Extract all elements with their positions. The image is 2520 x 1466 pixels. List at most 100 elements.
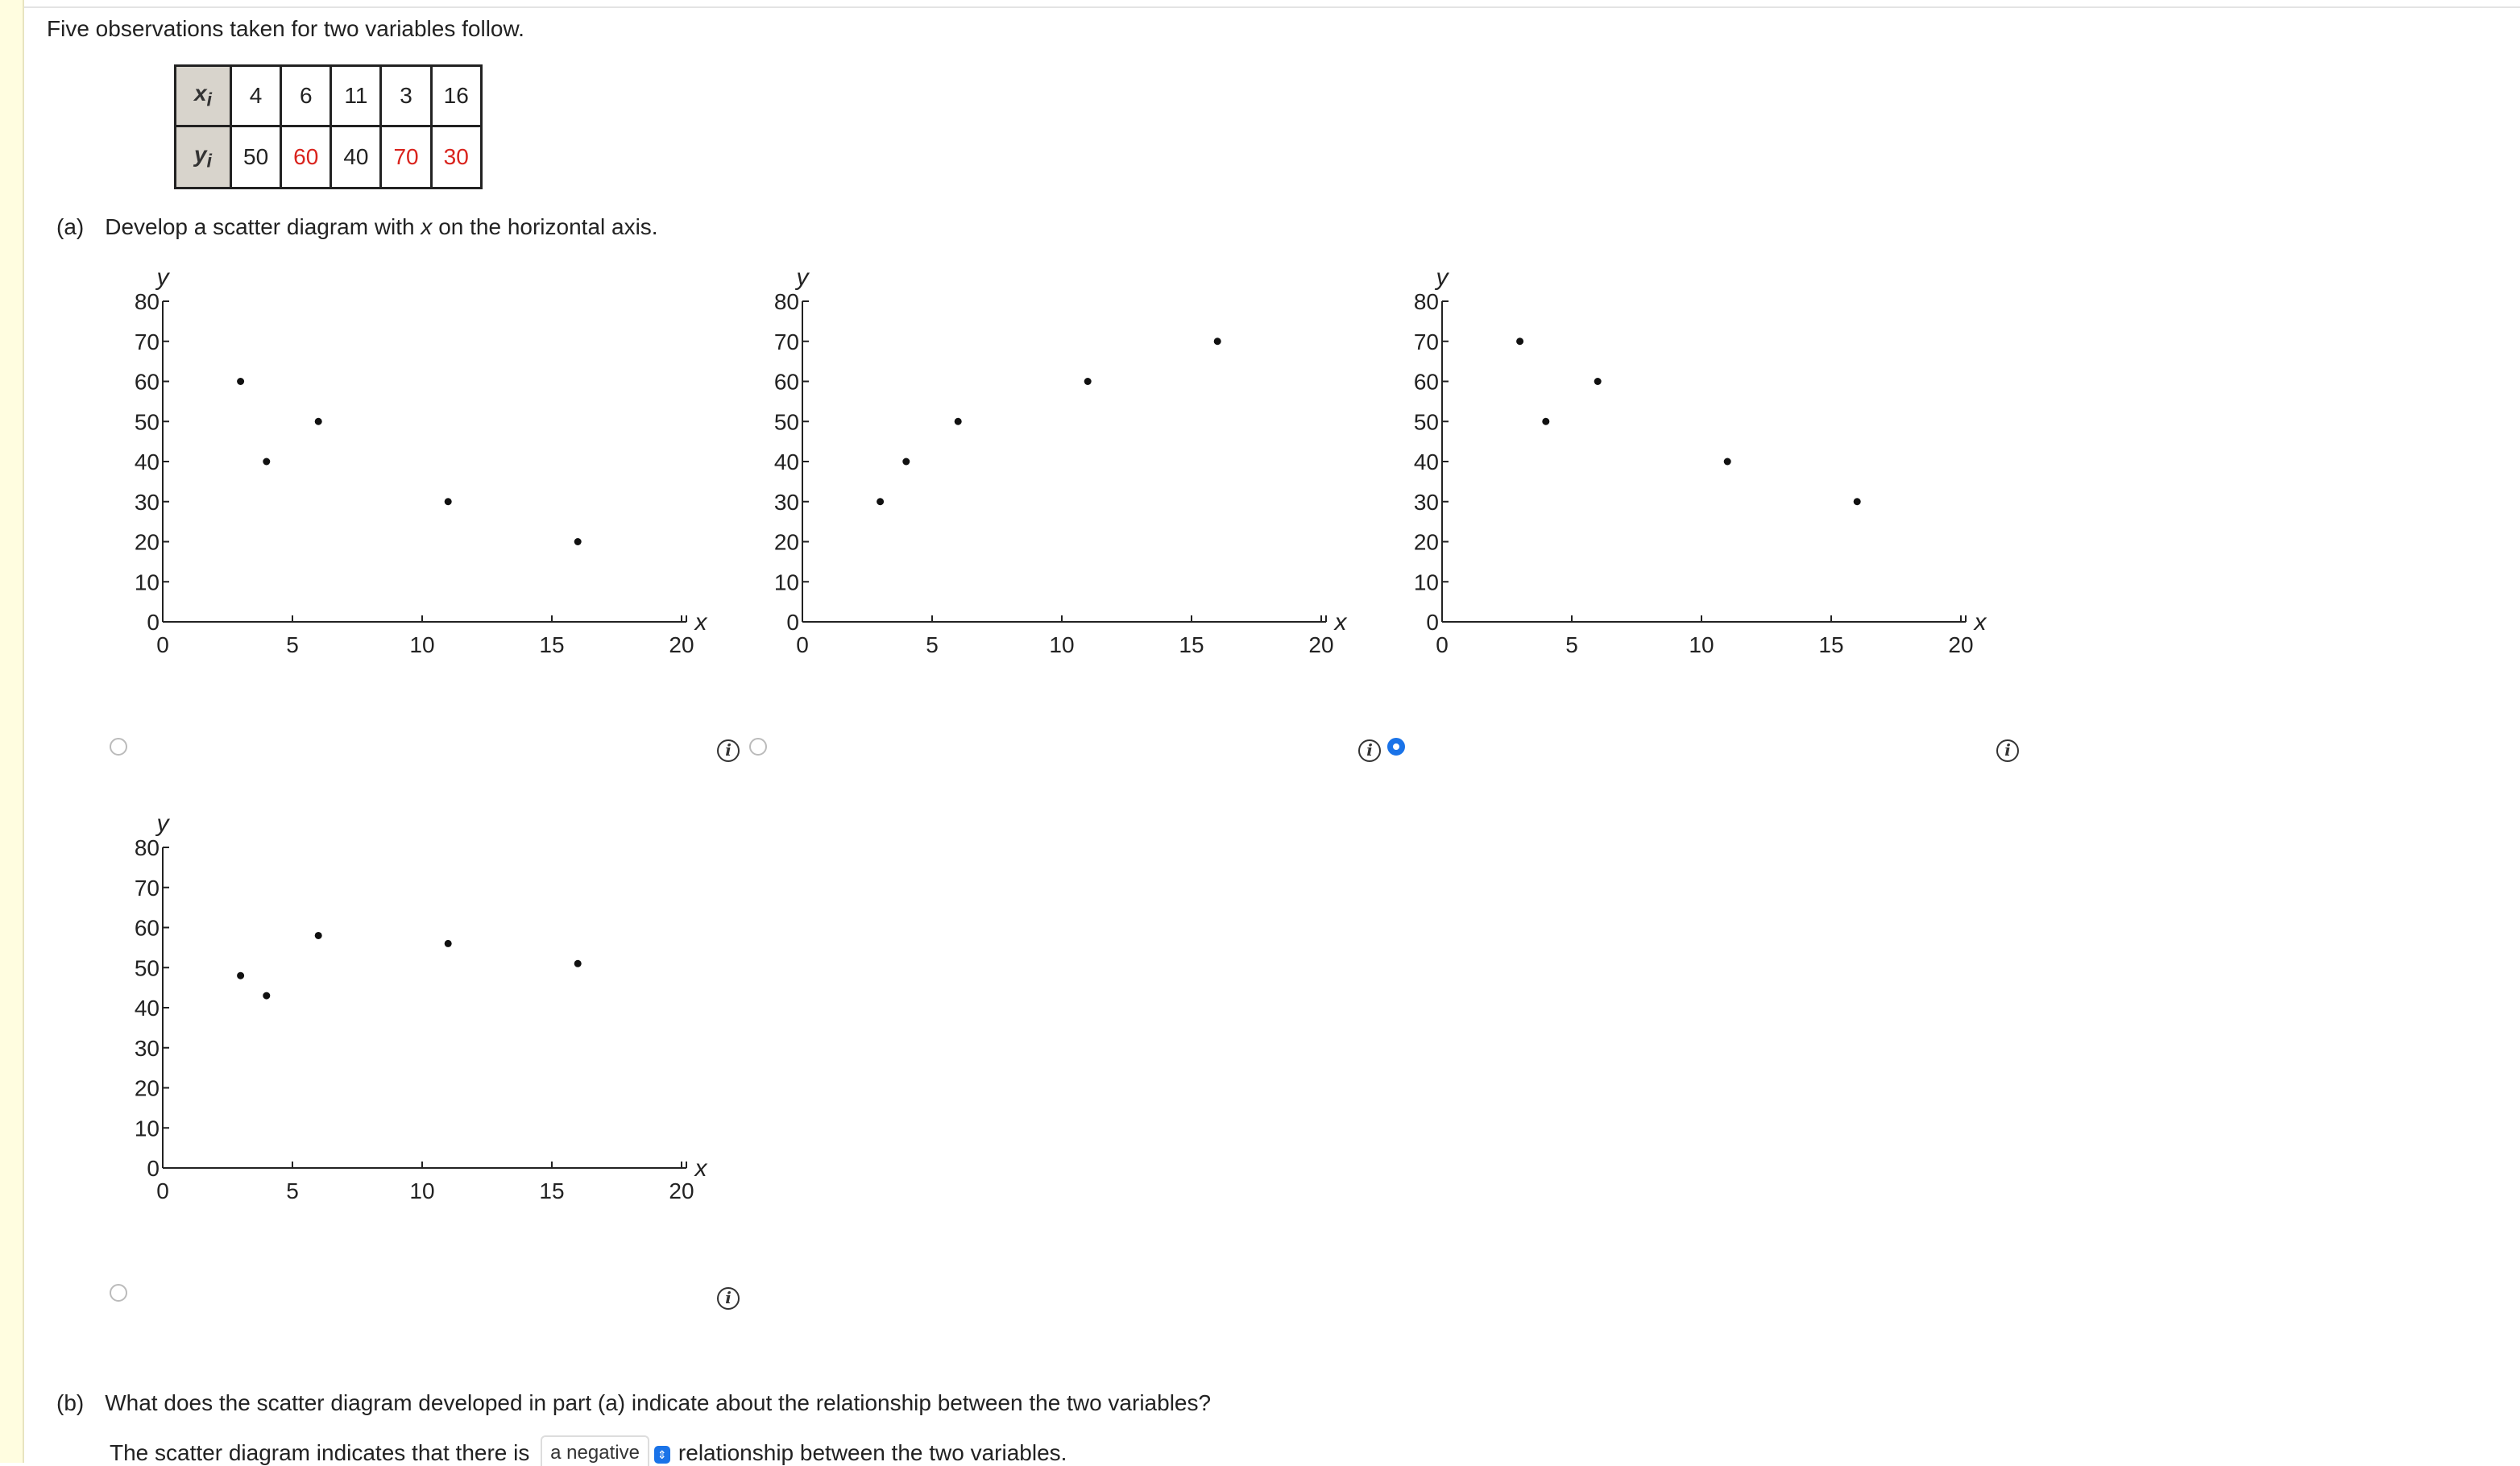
radio-option-1[interactable] xyxy=(110,738,127,756)
info-icon[interactable]: i xyxy=(1358,739,1381,762)
y-tick-label: 0 xyxy=(147,610,160,635)
answer-sentence: The scatter diagram indicates that there… xyxy=(110,1435,1067,1466)
info-icon[interactable]: i xyxy=(717,1287,740,1310)
y-cell: 70 xyxy=(379,125,433,189)
y-axis-label: y xyxy=(1435,264,1450,291)
y-tick-label: 30 xyxy=(1414,490,1439,515)
x-cell: 3 xyxy=(379,64,433,127)
y-tick-label: 70 xyxy=(1414,329,1439,354)
y-tick-label: 20 xyxy=(774,530,799,555)
data-point xyxy=(954,417,962,425)
x-tick-label: 15 xyxy=(1179,632,1204,657)
y-tick-label: 40 xyxy=(135,996,160,1021)
y-tick-label: 40 xyxy=(135,449,160,474)
y-cell: 40 xyxy=(330,125,383,189)
data-point xyxy=(444,498,452,506)
table-header-x: xi xyxy=(174,64,232,127)
y-tick-label: 20 xyxy=(1414,530,1439,555)
y-tick-label: 0 xyxy=(786,610,799,635)
x-tick-label: 20 xyxy=(1308,632,1333,657)
table-row-x: xi 4 6 11 3 16 xyxy=(174,64,483,127)
x-tick-label: 5 xyxy=(286,1178,299,1203)
data-point xyxy=(574,538,582,545)
part-b-question: (b) What does the scatter diagram develop… xyxy=(56,1390,1212,1415)
y-tick-label: 40 xyxy=(774,449,799,474)
data-point xyxy=(1516,338,1524,346)
y-tick-label: 50 xyxy=(135,955,160,980)
y-cell: 60 xyxy=(280,125,333,189)
y-tick-label: 80 xyxy=(774,289,799,314)
y-tick-label: 70 xyxy=(774,329,799,354)
y-tick-label: 80 xyxy=(135,835,160,860)
x-axis-label: x xyxy=(1973,609,1987,636)
y-tick-label: 30 xyxy=(774,490,799,515)
table-row-y: yi 50 60 40 70 30 xyxy=(174,125,483,189)
y-tick-label: 10 xyxy=(135,569,160,594)
x-tick-label: 5 xyxy=(1565,632,1578,657)
y-tick-label: 70 xyxy=(135,876,160,901)
data-point xyxy=(263,458,271,466)
x-cell: 16 xyxy=(429,64,483,127)
y-tick-label: 20 xyxy=(135,1076,160,1101)
left-margin-strip xyxy=(0,0,24,1463)
y-tick-label: 80 xyxy=(1414,289,1439,314)
y-tick-label: 60 xyxy=(135,916,160,941)
part-b-label: (b) xyxy=(56,1390,85,1415)
info-icon[interactable]: i xyxy=(1996,739,2019,762)
radio-option-3[interactable] xyxy=(1387,738,1405,756)
data-point xyxy=(263,992,271,1000)
x-axis-label: x xyxy=(694,609,708,636)
y-tick-label: 10 xyxy=(135,1116,160,1141)
top-divider xyxy=(24,0,2520,8)
dropdown-arrow-icon[interactable]: ⇕ xyxy=(653,1445,670,1464)
y-tick-label: 40 xyxy=(1414,449,1439,474)
x-tick-label: 10 xyxy=(409,1178,434,1203)
intro-text: Five observations taken for two variable… xyxy=(47,16,524,41)
data-point xyxy=(237,971,245,979)
y-axis-label: y xyxy=(155,810,171,837)
part-a-question: (a) Develop a scatter diagram with x on t… xyxy=(56,214,658,239)
data-point xyxy=(1213,338,1221,346)
data-point xyxy=(314,931,322,939)
x-tick-label: 0 xyxy=(1436,632,1449,657)
x-axis-label: x xyxy=(694,1155,708,1182)
info-icon[interactable]: i xyxy=(717,739,740,762)
data-point xyxy=(237,378,245,385)
y-tick-label: 30 xyxy=(135,1036,160,1061)
data-point xyxy=(1542,417,1550,425)
x-cell: 4 xyxy=(229,64,283,127)
x-tick-label: 15 xyxy=(539,1178,564,1203)
data-point xyxy=(1853,498,1861,506)
x-tick-label: 5 xyxy=(926,632,939,657)
x-tick-label: 10 xyxy=(1049,632,1074,657)
data-point xyxy=(574,959,582,967)
y-tick-label: 50 xyxy=(1414,409,1439,434)
x-tick-label: 0 xyxy=(156,632,169,657)
data-point xyxy=(902,458,910,466)
y-tick-label: 60 xyxy=(774,370,799,395)
radio-option-4[interactable] xyxy=(110,1284,127,1302)
x-tick-label: 20 xyxy=(669,1178,694,1203)
y-tick-label: 30 xyxy=(135,490,160,515)
relationship-dropdown[interactable]: a negative xyxy=(541,1435,649,1466)
y-tick-label: 10 xyxy=(1414,569,1439,594)
y-axis-label: y xyxy=(795,264,810,291)
y-cell: 50 xyxy=(229,125,283,189)
y-tick-label: 60 xyxy=(1414,370,1439,395)
x-tick-label: 15 xyxy=(539,632,564,657)
x-cell: 11 xyxy=(330,64,383,127)
y-tick-label: 50 xyxy=(135,409,160,434)
radio-option-2[interactable] xyxy=(749,738,767,756)
data-point xyxy=(1723,458,1731,466)
data-point xyxy=(444,939,452,947)
y-tick-label: 70 xyxy=(135,329,160,354)
x-tick-label: 20 xyxy=(1948,632,1973,657)
y-tick-label: 20 xyxy=(135,530,160,555)
table-header-y: yi xyxy=(174,125,232,189)
x-tick-label: 10 xyxy=(1689,632,1714,657)
data-point xyxy=(1594,378,1602,385)
observations-table: xi 4 6 11 3 16 yi 50 60 40 70 30 xyxy=(174,64,483,189)
